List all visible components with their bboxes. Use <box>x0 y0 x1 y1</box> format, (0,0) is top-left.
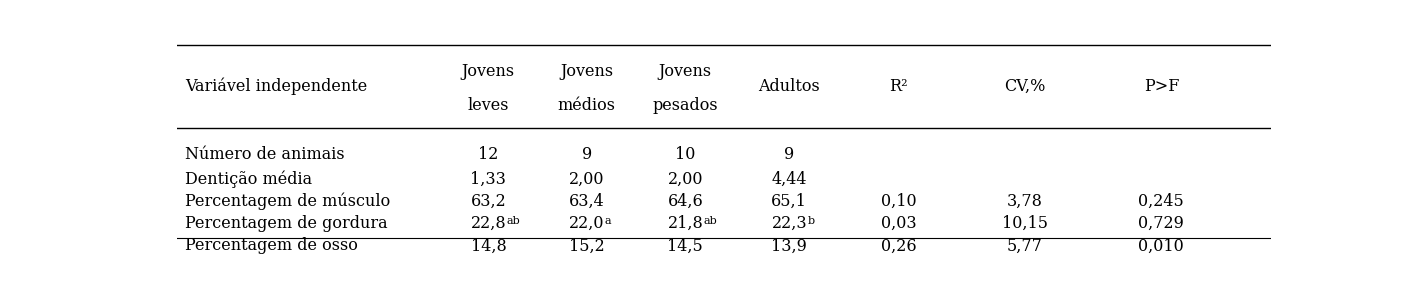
Text: Percentagem de gordura: Percentagem de gordura <box>185 215 388 232</box>
Text: 63,4: 63,4 <box>569 193 604 210</box>
Text: ab: ab <box>507 216 520 226</box>
Text: 12: 12 <box>479 146 498 163</box>
Text: 5,77: 5,77 <box>1007 238 1042 254</box>
Text: 0,26: 0,26 <box>881 238 916 254</box>
Text: 1,33: 1,33 <box>470 171 507 187</box>
Text: 2,00: 2,00 <box>569 171 604 187</box>
Text: leves: leves <box>467 97 510 114</box>
Text: b: b <box>808 216 815 226</box>
Text: 2,00: 2,00 <box>668 171 703 187</box>
Text: R²: R² <box>890 78 908 95</box>
Text: P>F: P>F <box>1144 78 1179 95</box>
Text: 22,8: 22,8 <box>470 215 505 232</box>
Text: Percentagem de osso: Percentagem de osso <box>185 238 359 254</box>
Text: Variável independente: Variável independente <box>185 78 367 95</box>
Text: 0,010: 0,010 <box>1138 238 1185 254</box>
Text: Jovens: Jovens <box>462 63 515 80</box>
Text: 14,8: 14,8 <box>470 238 507 254</box>
Text: 0,245: 0,245 <box>1138 193 1185 210</box>
Text: ab: ab <box>703 216 717 226</box>
Text: Jovens: Jovens <box>561 63 613 80</box>
Text: Dentição média: Dentição média <box>185 170 312 188</box>
Text: Número de animais: Número de animais <box>185 146 345 163</box>
Text: 10,15: 10,15 <box>1001 215 1048 232</box>
Text: 0,10: 0,10 <box>881 193 916 210</box>
Text: a: a <box>604 216 611 226</box>
Text: 22,0: 22,0 <box>569 215 604 232</box>
Text: Percentagem de músculo: Percentagem de músculo <box>185 193 391 210</box>
Text: 64,6: 64,6 <box>668 193 703 210</box>
Text: 0,729: 0,729 <box>1138 215 1185 232</box>
Text: 9: 9 <box>582 146 592 163</box>
Text: Jovens: Jovens <box>659 63 712 80</box>
Text: 9: 9 <box>784 146 795 163</box>
Text: CV,%: CV,% <box>1004 78 1045 95</box>
Text: 3,78: 3,78 <box>1007 193 1042 210</box>
Text: 10: 10 <box>675 146 696 163</box>
Text: 22,3: 22,3 <box>771 215 808 232</box>
Text: 4,44: 4,44 <box>771 171 808 187</box>
Text: 15,2: 15,2 <box>569 238 604 254</box>
Text: pesados: pesados <box>652 97 719 114</box>
Text: médios: médios <box>558 97 616 114</box>
Text: 63,2: 63,2 <box>470 193 507 210</box>
Text: 21,8: 21,8 <box>668 215 703 232</box>
Text: Adultos: Adultos <box>758 78 820 95</box>
Text: 65,1: 65,1 <box>771 193 808 210</box>
Text: 13,9: 13,9 <box>771 238 808 254</box>
Text: 14,5: 14,5 <box>668 238 703 254</box>
Text: 0,03: 0,03 <box>881 215 916 232</box>
